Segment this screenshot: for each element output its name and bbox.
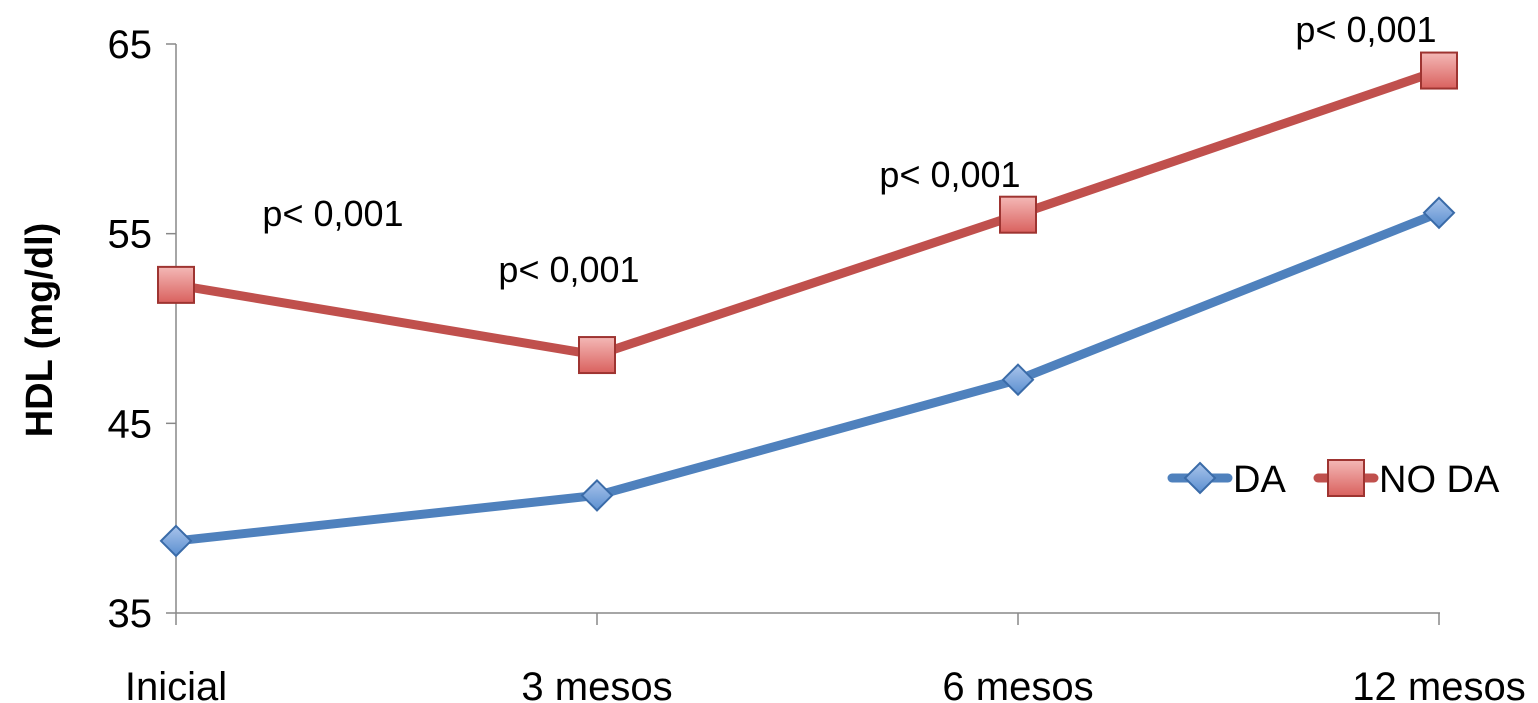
data-point-diamond bbox=[1001, 363, 1035, 397]
annotation-6-mesos: p< 0,001 bbox=[879, 154, 1020, 195]
annotation-inicial: p< 0,001 bbox=[262, 193, 403, 234]
series-da bbox=[159, 196, 1456, 558]
data-point-square bbox=[1420, 51, 1458, 90]
y-axis-label: HDL (mg/dl) bbox=[19, 223, 61, 438]
y-tick-label: 35 bbox=[108, 592, 153, 636]
data-point-diamond bbox=[1422, 196, 1456, 230]
data-point-square bbox=[157, 265, 195, 304]
annotation-3-mesos: p< 0,001 bbox=[498, 249, 639, 290]
x-tick-label: 6 mesos bbox=[942, 665, 1093, 703]
annotation-12-mesos: p< 0,001 bbox=[1295, 9, 1436, 50]
legend: DA NO DA bbox=[1167, 459, 1500, 501]
series-line bbox=[171, 66, 1444, 360]
data-point-square bbox=[578, 336, 616, 375]
data-point-diamond bbox=[1183, 461, 1217, 495]
data-point-diamond bbox=[580, 478, 614, 512]
y-tick-label: 55 bbox=[108, 213, 153, 257]
x-axis-ticks: Inicial 3 mesos 6 mesos 12 mesos bbox=[125, 613, 1526, 703]
legend-item-no-da: NO DA bbox=[1313, 459, 1500, 501]
legend-label: DA bbox=[1233, 459, 1286, 501]
series-line bbox=[171, 208, 1444, 546]
legend-label: NO DA bbox=[1379, 459, 1500, 501]
y-tick-label: 45 bbox=[108, 402, 153, 446]
y-axis-ticks: 35 45 55 65 bbox=[108, 23, 176, 636]
series-no-da bbox=[157, 51, 1458, 375]
y-tick-label: 65 bbox=[108, 23, 153, 67]
legend-item-da: DA bbox=[1167, 459, 1286, 501]
x-tick-label: 12 mesos bbox=[1352, 665, 1525, 703]
data-point-diamond bbox=[159, 524, 193, 558]
x-tick-label: 3 mesos bbox=[521, 665, 672, 703]
axes bbox=[175, 44, 1440, 614]
data-point-square bbox=[999, 195, 1037, 234]
series-layer bbox=[157, 51, 1458, 558]
annotations: p< 0,001 p< 0,001 p< 0,001 p< 0,001 bbox=[262, 9, 1436, 290]
data-point-square bbox=[1327, 459, 1365, 497]
x-tick-label: Inicial bbox=[125, 665, 227, 703]
